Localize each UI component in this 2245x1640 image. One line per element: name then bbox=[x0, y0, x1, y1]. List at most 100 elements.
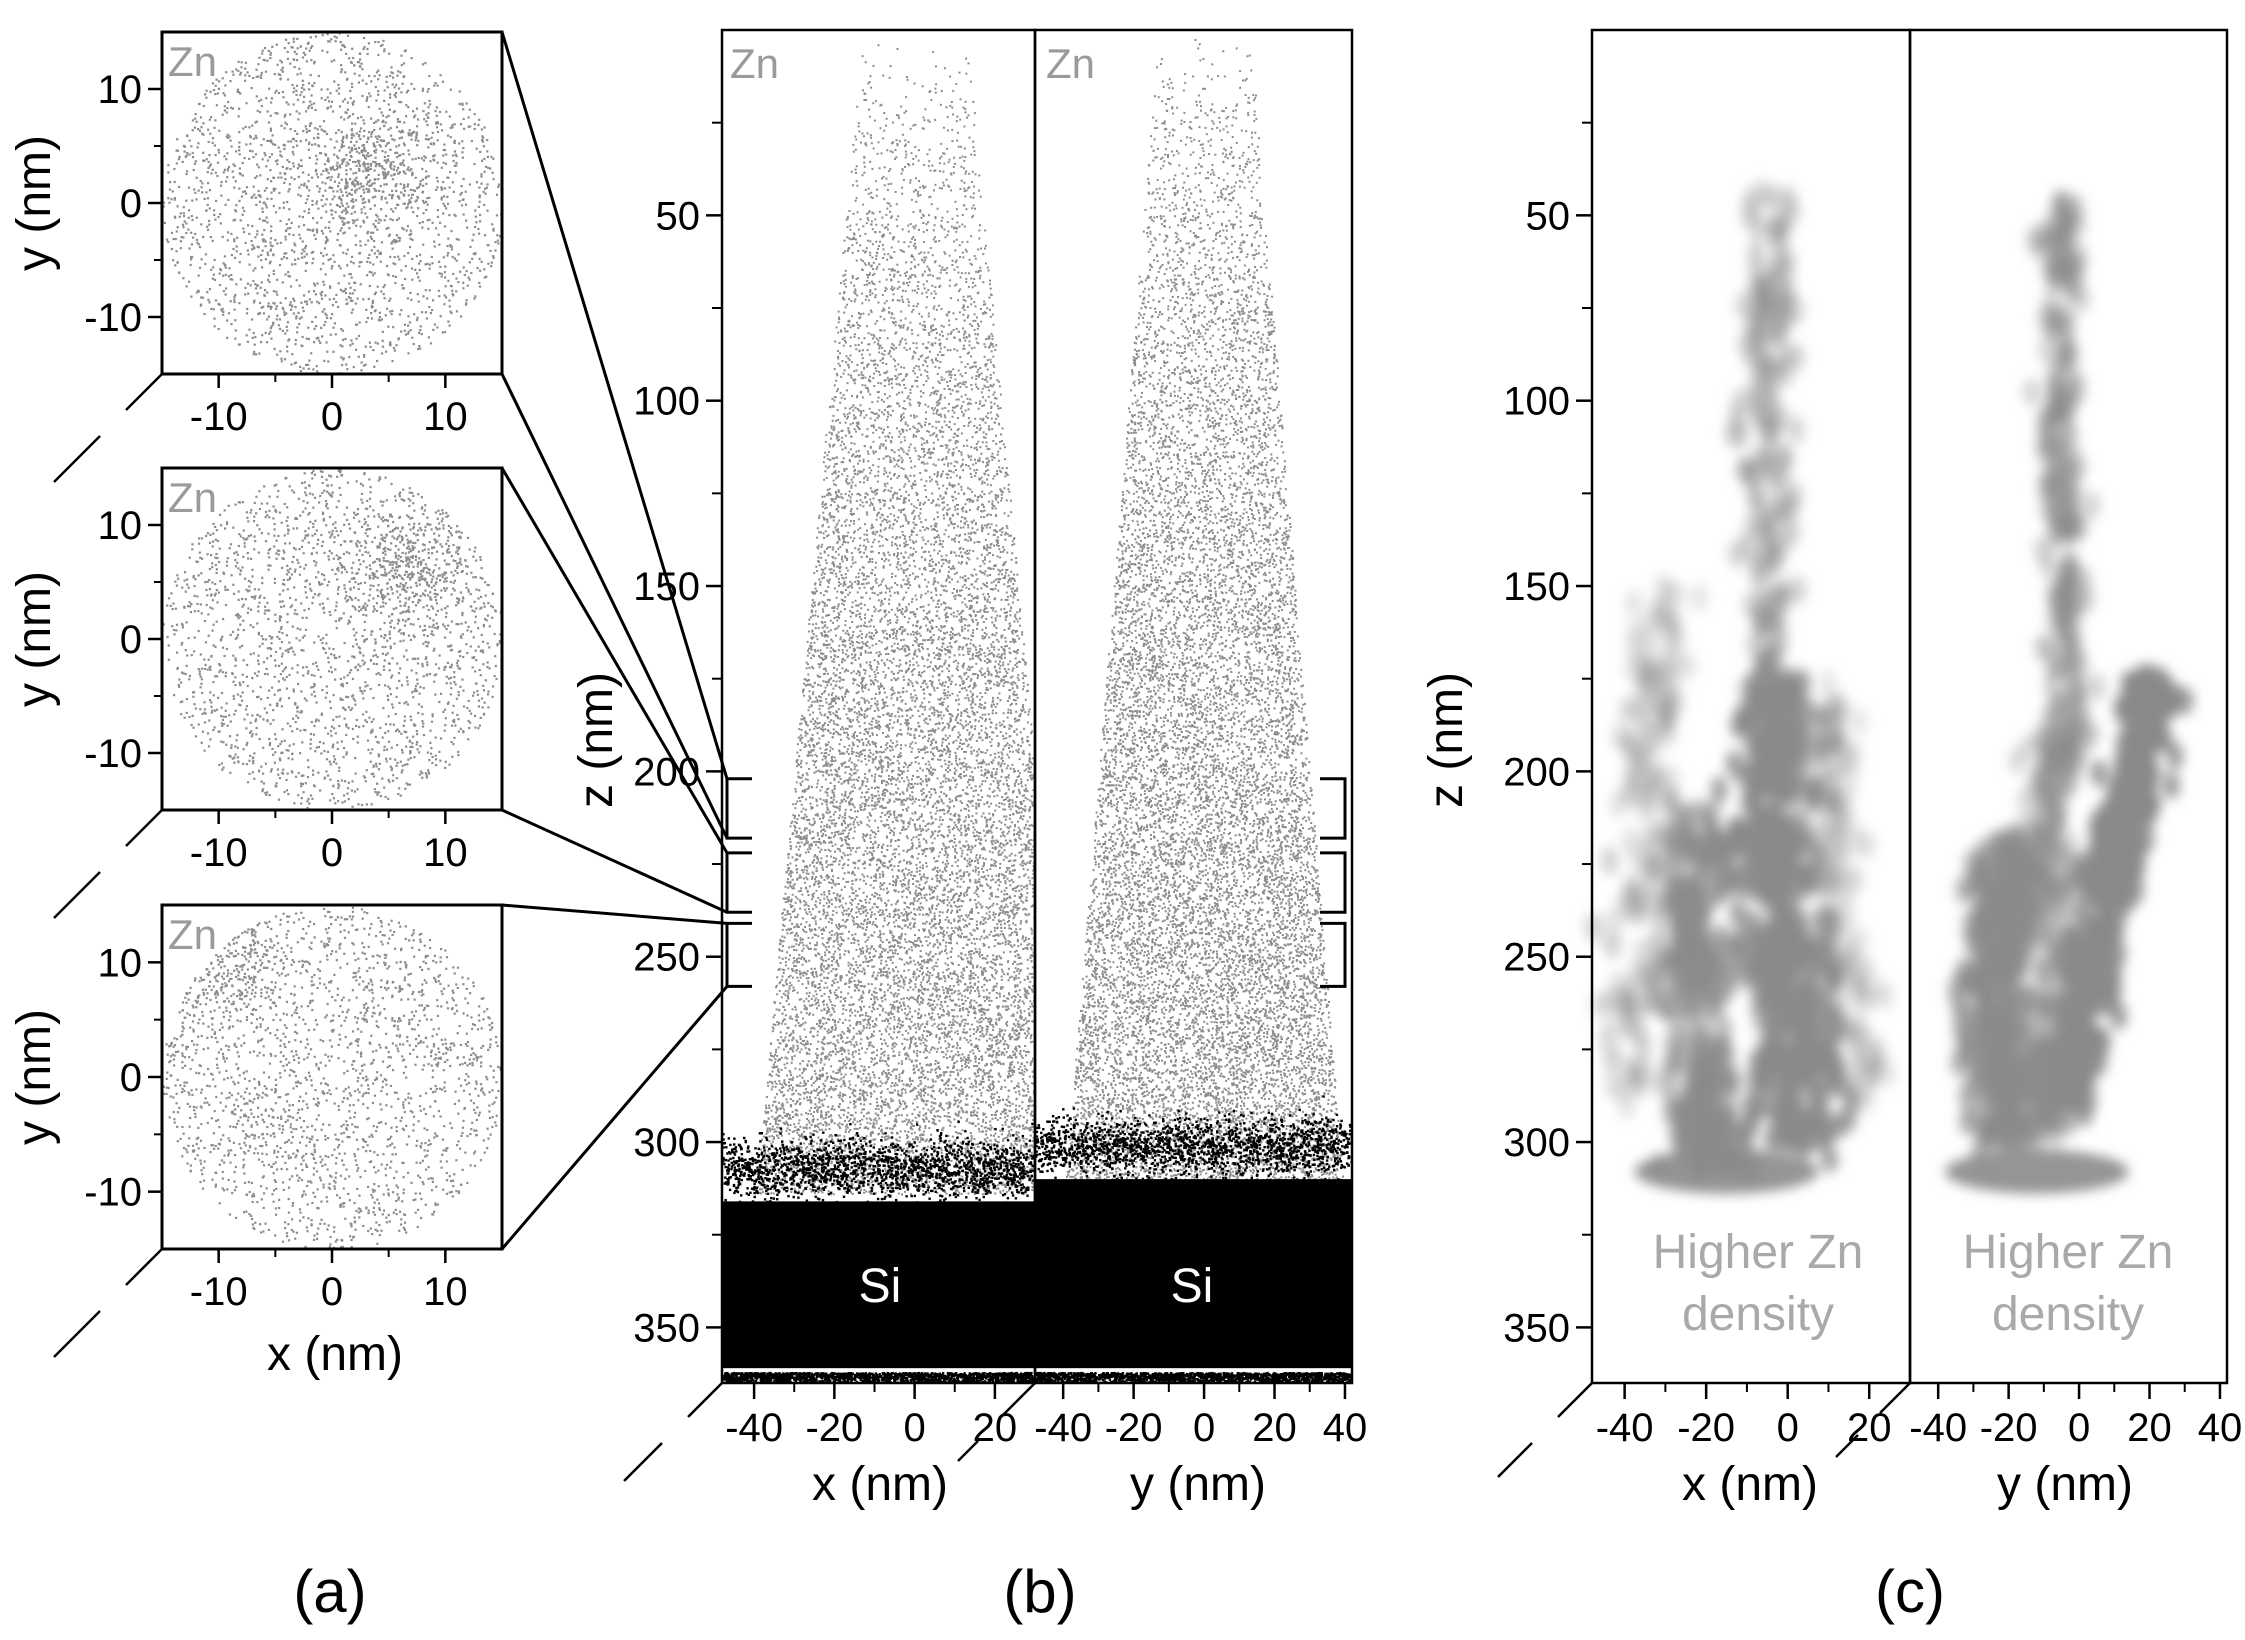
species-label: Zn bbox=[168, 474, 217, 521]
panel-c-annotation-left-line1: Higher Zn bbox=[1653, 1226, 1864, 1279]
base-density bbox=[1634, 1149, 1819, 1194]
x-tick-label: 40 bbox=[1323, 1406, 1368, 1450]
perspective-axis bbox=[125, 809, 163, 847]
z-tick-label: 100 bbox=[633, 380, 700, 424]
panel-b-species-label-right: Zn bbox=[1046, 40, 1095, 87]
x-tick-label: 20 bbox=[973, 1406, 1018, 1450]
zn-point-cloud bbox=[162, 32, 504, 376]
z-tick-label: 50 bbox=[656, 194, 701, 238]
x-tick-label: -40 bbox=[1596, 1406, 1654, 1450]
panel-c-annotation-left-line2: density bbox=[1682, 1288, 1834, 1341]
x-tick-label: 0 bbox=[321, 395, 343, 439]
slice-bracket-left bbox=[725, 921, 752, 988]
y-axis-label: y (nm) bbox=[8, 135, 61, 271]
y-tick-label: 0 bbox=[120, 618, 142, 662]
x-tick-label: -40 bbox=[1909, 1406, 1967, 1450]
z-tick-label: 150 bbox=[1503, 565, 1570, 609]
perspective-axis bbox=[1879, 1382, 1911, 1414]
panel-label-a: (a) bbox=[293, 1558, 366, 1625]
slice-bracket-right bbox=[1320, 921, 1347, 988]
perspective-axis bbox=[125, 1248, 163, 1286]
si-atoms bbox=[722, 1120, 1035, 1383]
z-tick-label: 100 bbox=[1503, 380, 1570, 424]
z-tick-label: 300 bbox=[1503, 1121, 1570, 1165]
x-tick-label: -40 bbox=[1034, 1406, 1092, 1450]
panel-c-annotation-right-line1: Higher Zn bbox=[1963, 1226, 2174, 1279]
panel-a-x-axis-label: x (nm) bbox=[267, 1328, 403, 1381]
si-region bbox=[1035, 1179, 1352, 1369]
panel-b: -40 -20 0 20 -40 -20 0 20 40 50 100 150 200 250 300 350… bbox=[570, 28, 1368, 1511]
panel-label-b: (b) bbox=[1003, 1558, 1076, 1625]
connector-line-bottom bbox=[501, 808, 728, 914]
x-tick-label: 0 bbox=[1777, 1406, 1799, 1450]
panel-c-z-axis-label: z (nm) bbox=[1420, 672, 1473, 808]
y-tick-label: 10 bbox=[98, 504, 143, 548]
x-tick-label: 20 bbox=[1847, 1406, 1892, 1450]
x-tick-label: -10 bbox=[190, 831, 248, 875]
panel-c-x-axis-label: x (nm) bbox=[1682, 1458, 1818, 1511]
connector-line-top bbox=[501, 903, 728, 925]
x-tick-label: 40 bbox=[2198, 1406, 2243, 1450]
perspective-axis-dash bbox=[1835, 1434, 1859, 1458]
perspective-axis-dash bbox=[53, 871, 101, 919]
slice-bracket-right bbox=[1320, 777, 1347, 840]
connector-line-top bbox=[500, 31, 729, 780]
x-tick-label: 0 bbox=[903, 1406, 925, 1450]
x-tick-label: 10 bbox=[423, 395, 468, 439]
panel-b-atom-map-y bbox=[1035, 39, 1352, 1383]
panel-c-annotation-right-line2: density bbox=[1992, 1288, 2144, 1341]
y-axis-label: y (nm) bbox=[8, 1009, 61, 1145]
z-tick-label: 150 bbox=[633, 565, 700, 609]
x-tick-label: 20 bbox=[1252, 1406, 1297, 1450]
z-tick-label: 350 bbox=[1503, 1306, 1570, 1350]
zn-point-cloud bbox=[162, 906, 504, 1249]
z-tick-label: 200 bbox=[633, 750, 700, 794]
base-density bbox=[1944, 1149, 2129, 1194]
zn-point-cloud bbox=[162, 469, 502, 809]
x-tick-label: -20 bbox=[1105, 1406, 1163, 1450]
x-tick-label: 10 bbox=[423, 831, 468, 875]
slice-connector-lines bbox=[500, 31, 729, 1250]
y-tick-label: 10 bbox=[98, 941, 143, 985]
panel-b-y-axis-label: y (nm) bbox=[1130, 1458, 1266, 1511]
x-tick-label: 0 bbox=[2068, 1406, 2090, 1450]
x-tick-label: -10 bbox=[190, 1270, 248, 1314]
perspective-axis-dash bbox=[53, 1310, 101, 1358]
perspective-axis bbox=[1557, 1382, 1593, 1418]
density-blobs bbox=[1584, 179, 1897, 1194]
z-tick-label: 50 bbox=[1526, 194, 1571, 238]
panel-b-axes: -40 -20 0 20 -40 -20 0 20 40 50 100 150 200 250 300 350 bbox=[623, 28, 1368, 1482]
slice-bracket-left bbox=[725, 777, 752, 840]
y-tick-label: 0 bbox=[120, 182, 142, 226]
slice-bracket-right bbox=[1320, 851, 1347, 914]
panel-c: -40 -20 0 20 -40 -20 0 20 40 50 100 150 200 250 300 350… bbox=[1420, 28, 2243, 1511]
x-tick-label: -20 bbox=[805, 1406, 863, 1450]
y-tick-label: 10 bbox=[98, 68, 143, 112]
z-tick-label: 250 bbox=[1503, 936, 1570, 980]
x-tick-label: -10 bbox=[190, 395, 248, 439]
connector-line-top bbox=[500, 467, 729, 854]
x-tick-label: 20 bbox=[2127, 1406, 2172, 1450]
z-tick-label: 200 bbox=[1503, 750, 1570, 794]
si-atoms bbox=[1035, 1095, 1352, 1383]
species-label: Zn bbox=[168, 911, 217, 958]
y-tick-label: -10 bbox=[84, 732, 142, 776]
panel-a: -10 0 10 -10 0 10 Zn y (nm) -10 0 10 -10 0 10 Zn y (nm… bbox=[8, 30, 504, 1381]
zn-atoms bbox=[756, 44, 1035, 1196]
y-tick-label: -10 bbox=[84, 1171, 142, 1215]
subplot-frame bbox=[1033, 28, 1354, 1385]
panel-b-x-axis-label: x (nm) bbox=[812, 1458, 948, 1511]
panel-b-si-label-left: Si bbox=[859, 1260, 902, 1313]
subplot-frame bbox=[1908, 28, 2229, 1385]
perspective-axis-dash bbox=[53, 435, 101, 483]
connector-line-bottom bbox=[500, 985, 729, 1250]
perspective-axis bbox=[1002, 1382, 1036, 1416]
density-blobs bbox=[1944, 189, 2194, 1194]
panel-b-si-label-right: Si bbox=[1171, 1260, 1214, 1313]
panel-a-slice-3: -10 0 10 -10 0 10 Zn y (nm) bbox=[8, 903, 504, 1358]
perspective-axis-dash bbox=[957, 1440, 979, 1462]
si-region bbox=[722, 1201, 1035, 1369]
perspective-axis bbox=[687, 1382, 723, 1418]
x-tick-label: -20 bbox=[1677, 1406, 1735, 1450]
